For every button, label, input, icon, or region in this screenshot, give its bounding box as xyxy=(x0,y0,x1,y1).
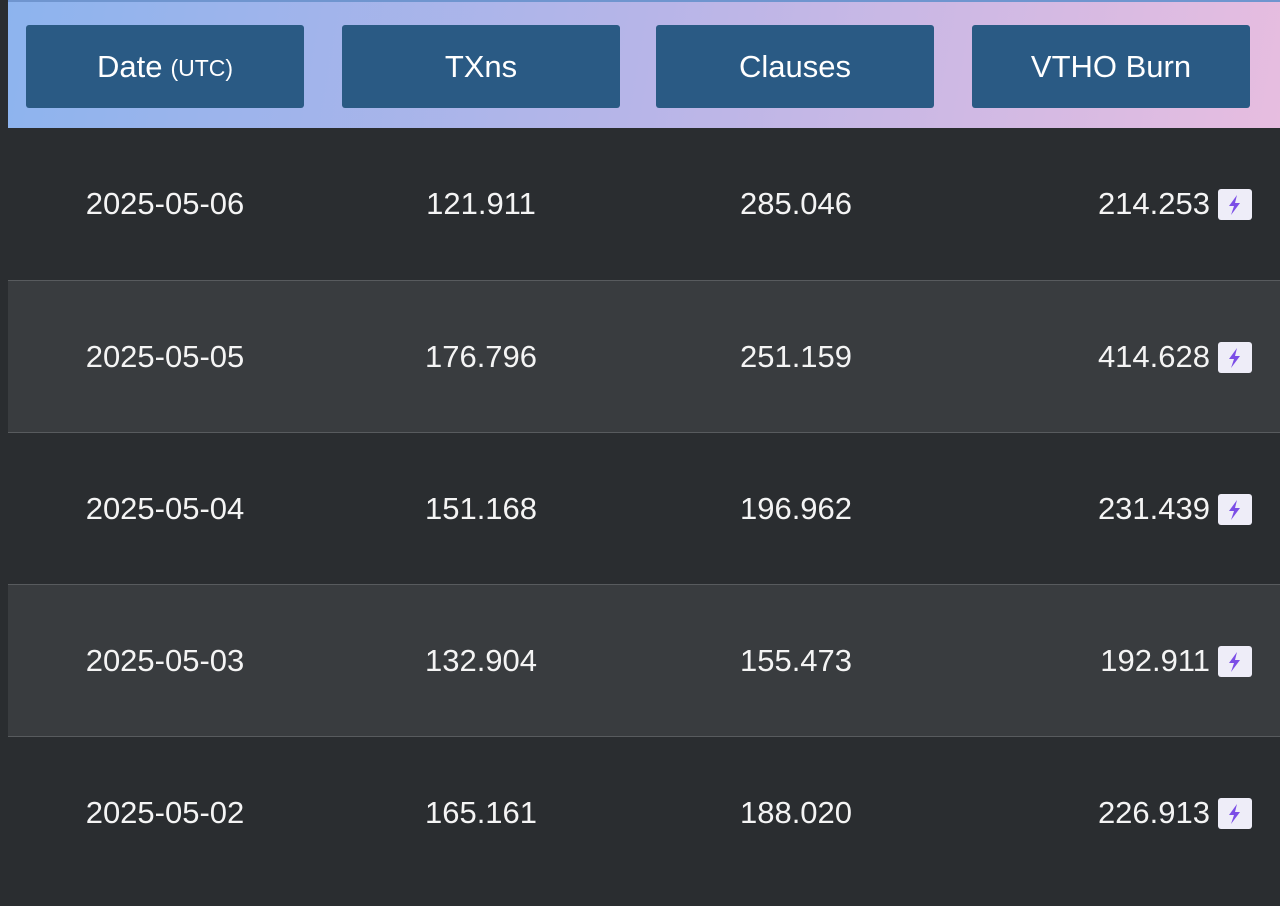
table-cell: 2025-05-05 xyxy=(85,339,245,374)
table-cell: 192.911 xyxy=(1100,643,1210,678)
vtho-icon xyxy=(1218,646,1252,677)
table-cell: 121.911 xyxy=(426,186,536,221)
table-cell: 214.253 xyxy=(1097,186,1210,221)
table-cell: 2025-05-03 xyxy=(85,643,245,678)
table-cell: 151.168 xyxy=(424,491,538,526)
column-header[interactable]: Clauses xyxy=(656,25,934,108)
table-cell: 251.159 xyxy=(739,339,853,374)
table-cell: 285.046 xyxy=(739,186,853,221)
table-cell: 155.473 xyxy=(739,643,853,678)
table-row: 2025-05-05 176.796 251.159 414.628 xyxy=(8,280,1280,432)
table-row: 2025-05-03 132.904 155.473 192.911 xyxy=(8,584,1280,736)
vtho-icon xyxy=(1218,189,1252,220)
column-label: TXns xyxy=(444,48,518,84)
vtho-icon xyxy=(1218,342,1252,373)
table-cell: 2025-05-04 xyxy=(85,491,245,526)
table-row: 2025-05-02 165.161 188.020 226.913 xyxy=(8,736,1280,888)
column-label: Clauses xyxy=(739,48,851,84)
table-cell: 2025-05-06 xyxy=(85,186,245,221)
table-cell: 176.796 xyxy=(424,339,538,374)
column-header[interactable]: Date (UTC) xyxy=(26,25,304,108)
table-row: 2025-05-06 121.911 285.046 214.253 xyxy=(8,128,1280,280)
table-cell: 226.913 xyxy=(1097,795,1210,830)
vtho-icon xyxy=(1218,494,1252,525)
column-sublabel: (UTC) xyxy=(170,55,234,81)
table-cell: 188.020 xyxy=(739,795,853,830)
column-header[interactable]: TXns xyxy=(342,25,620,108)
column-header[interactable]: VTHO Burn xyxy=(972,25,1250,108)
table-cell: 132.904 xyxy=(424,643,538,678)
table-cell: 2025-05-02 xyxy=(85,795,245,830)
table-row: 2025-05-04 151.168 196.962 231.439 xyxy=(8,432,1280,584)
vtho-icon xyxy=(1218,798,1252,829)
column-label: VTHO Burn xyxy=(1030,48,1192,84)
table-cell: 196.962 xyxy=(739,491,853,526)
table-cell: 165.161 xyxy=(424,795,538,830)
table-header: Date (UTC) TXns Clauses VTHO Burn xyxy=(8,0,1280,128)
column-label: Date xyxy=(96,48,163,84)
table-cell: 414.628 xyxy=(1097,339,1210,374)
table-cell: 231.439 xyxy=(1097,491,1210,526)
